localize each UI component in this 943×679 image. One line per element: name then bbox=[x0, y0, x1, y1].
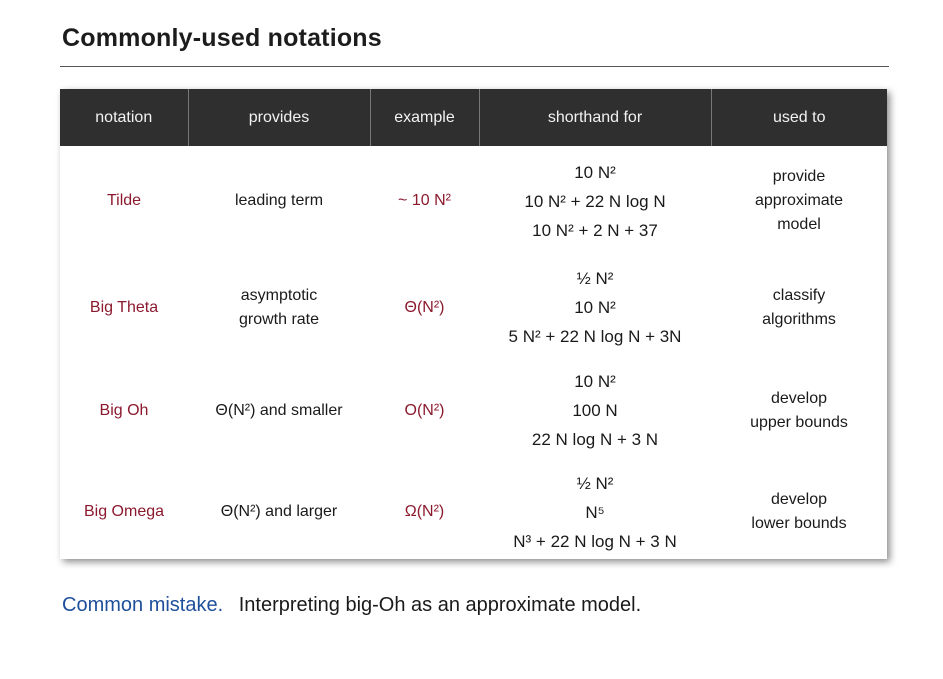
column-header-example: example bbox=[370, 89, 480, 146]
shorthand-cell: ½ N² N⁵ N³ + 22 N log N + 3 N bbox=[479, 462, 711, 562]
notation-cell: Tilde bbox=[106, 192, 142, 209]
provides-line: growth rate bbox=[238, 310, 320, 328]
provides-line: Θ(N²) and larger bbox=[220, 503, 338, 520]
shorthand-line: N³ + 22 N log N + 3 N bbox=[513, 531, 677, 551]
used-to-line: develop bbox=[770, 389, 828, 407]
example-cell: Ω(N²) bbox=[404, 503, 445, 520]
provides-cell: asymptotic growth rate bbox=[188, 256, 370, 359]
used-to-line: develop bbox=[770, 491, 828, 508]
provides-cell: Θ(N²) and larger bbox=[188, 462, 370, 562]
shorthand-line: 22 N log N + 3 N bbox=[531, 430, 659, 449]
provides-cell: leading term bbox=[188, 146, 370, 256]
shorthand-line: 5 N² + 22 N log N + 3N bbox=[508, 327, 682, 346]
shorthand-line: 10 N² + 2 N + 37 bbox=[532, 220, 658, 240]
used-to-line: provide bbox=[772, 168, 826, 185]
example-cell: O(N²) bbox=[404, 401, 445, 419]
shorthand-line: 10 N² + 22 N log N bbox=[524, 191, 666, 211]
column-header-notation: notation bbox=[60, 89, 189, 146]
notation-cell: Big Theta bbox=[89, 298, 159, 316]
column-header-shorthand: shorthand for bbox=[479, 89, 712, 146]
shorthand-line: 10 N² bbox=[574, 162, 616, 182]
shorthand-line: 10 N² bbox=[574, 372, 616, 391]
used-to-line: algorithms bbox=[762, 310, 836, 328]
notation-cell: Big Omega bbox=[83, 503, 165, 520]
used-to-line: model bbox=[777, 216, 821, 233]
used-to-line: lower bounds bbox=[751, 515, 847, 532]
table-row: Tilde leading term ~ 10 N² 10 N² 10 N² +… bbox=[60, 146, 887, 256]
title-divider bbox=[60, 66, 889, 67]
used-to-line: classify bbox=[772, 286, 826, 304]
table-row: Big Theta asymptotic growth rate Θ(N²) ½… bbox=[60, 256, 887, 359]
column-header-used-to: used to bbox=[711, 89, 887, 146]
note-lead: Common mistake. bbox=[62, 594, 224, 616]
example-cell: ~ 10 N² bbox=[398, 192, 451, 209]
provides-line: leading term bbox=[234, 192, 324, 209]
shorthand-cell: 10 N² 100 N 22 N log N + 3 N bbox=[479, 359, 711, 462]
shorthand-line: 100 N bbox=[572, 401, 618, 420]
provides-cell: Θ(N²) and smaller bbox=[188, 359, 370, 462]
used-to-line: upper bounds bbox=[750, 413, 848, 431]
example-cell: Θ(N²) bbox=[404, 298, 445, 316]
used-to-cell: develop lower bounds bbox=[711, 462, 887, 562]
shorthand-cell: 10 N² 10 N² + 22 N log N 10 N² + 2 N + 3… bbox=[479, 146, 711, 256]
shorthand-line: ½ N² bbox=[576, 269, 614, 288]
table-row: Big Omega Θ(N²) and larger Ω(N²) ½ N² N⁵… bbox=[60, 462, 887, 562]
notation-cell: Big Oh bbox=[99, 401, 149, 419]
notation-table: notation provides example shorthand for … bbox=[60, 89, 887, 559]
note-text: Interpreting big-Oh as an approximate mo… bbox=[238, 594, 642, 616]
used-to-cell: provide approximate model bbox=[711, 146, 887, 256]
shorthand-cell: ½ N² 10 N² 5 N² + 22 N log N + 3N bbox=[479, 256, 711, 359]
shorthand-line: 10 N² bbox=[574, 298, 616, 317]
shorthand-line: ½ N² bbox=[576, 473, 614, 493]
page-title: Commonly-used notations bbox=[62, 24, 382, 52]
table-header-row: notation provides example shorthand for … bbox=[60, 89, 887, 146]
shorthand-line: N⁵ bbox=[585, 502, 605, 522]
used-to-cell: develop upper bounds bbox=[711, 359, 887, 462]
column-header-provides: provides bbox=[188, 89, 371, 146]
common-mistake-note: Common mistake. Interpreting big-Oh as a… bbox=[62, 594, 641, 617]
used-to-cell: classify algorithms bbox=[711, 256, 887, 359]
provides-line: asymptotic bbox=[240, 286, 318, 304]
used-to-line: approximate bbox=[754, 192, 844, 209]
table-row: Big Oh Θ(N²) and smaller O(N²) 10 N² 100… bbox=[60, 359, 887, 462]
provides-line: Θ(N²) and smaller bbox=[215, 401, 343, 419]
